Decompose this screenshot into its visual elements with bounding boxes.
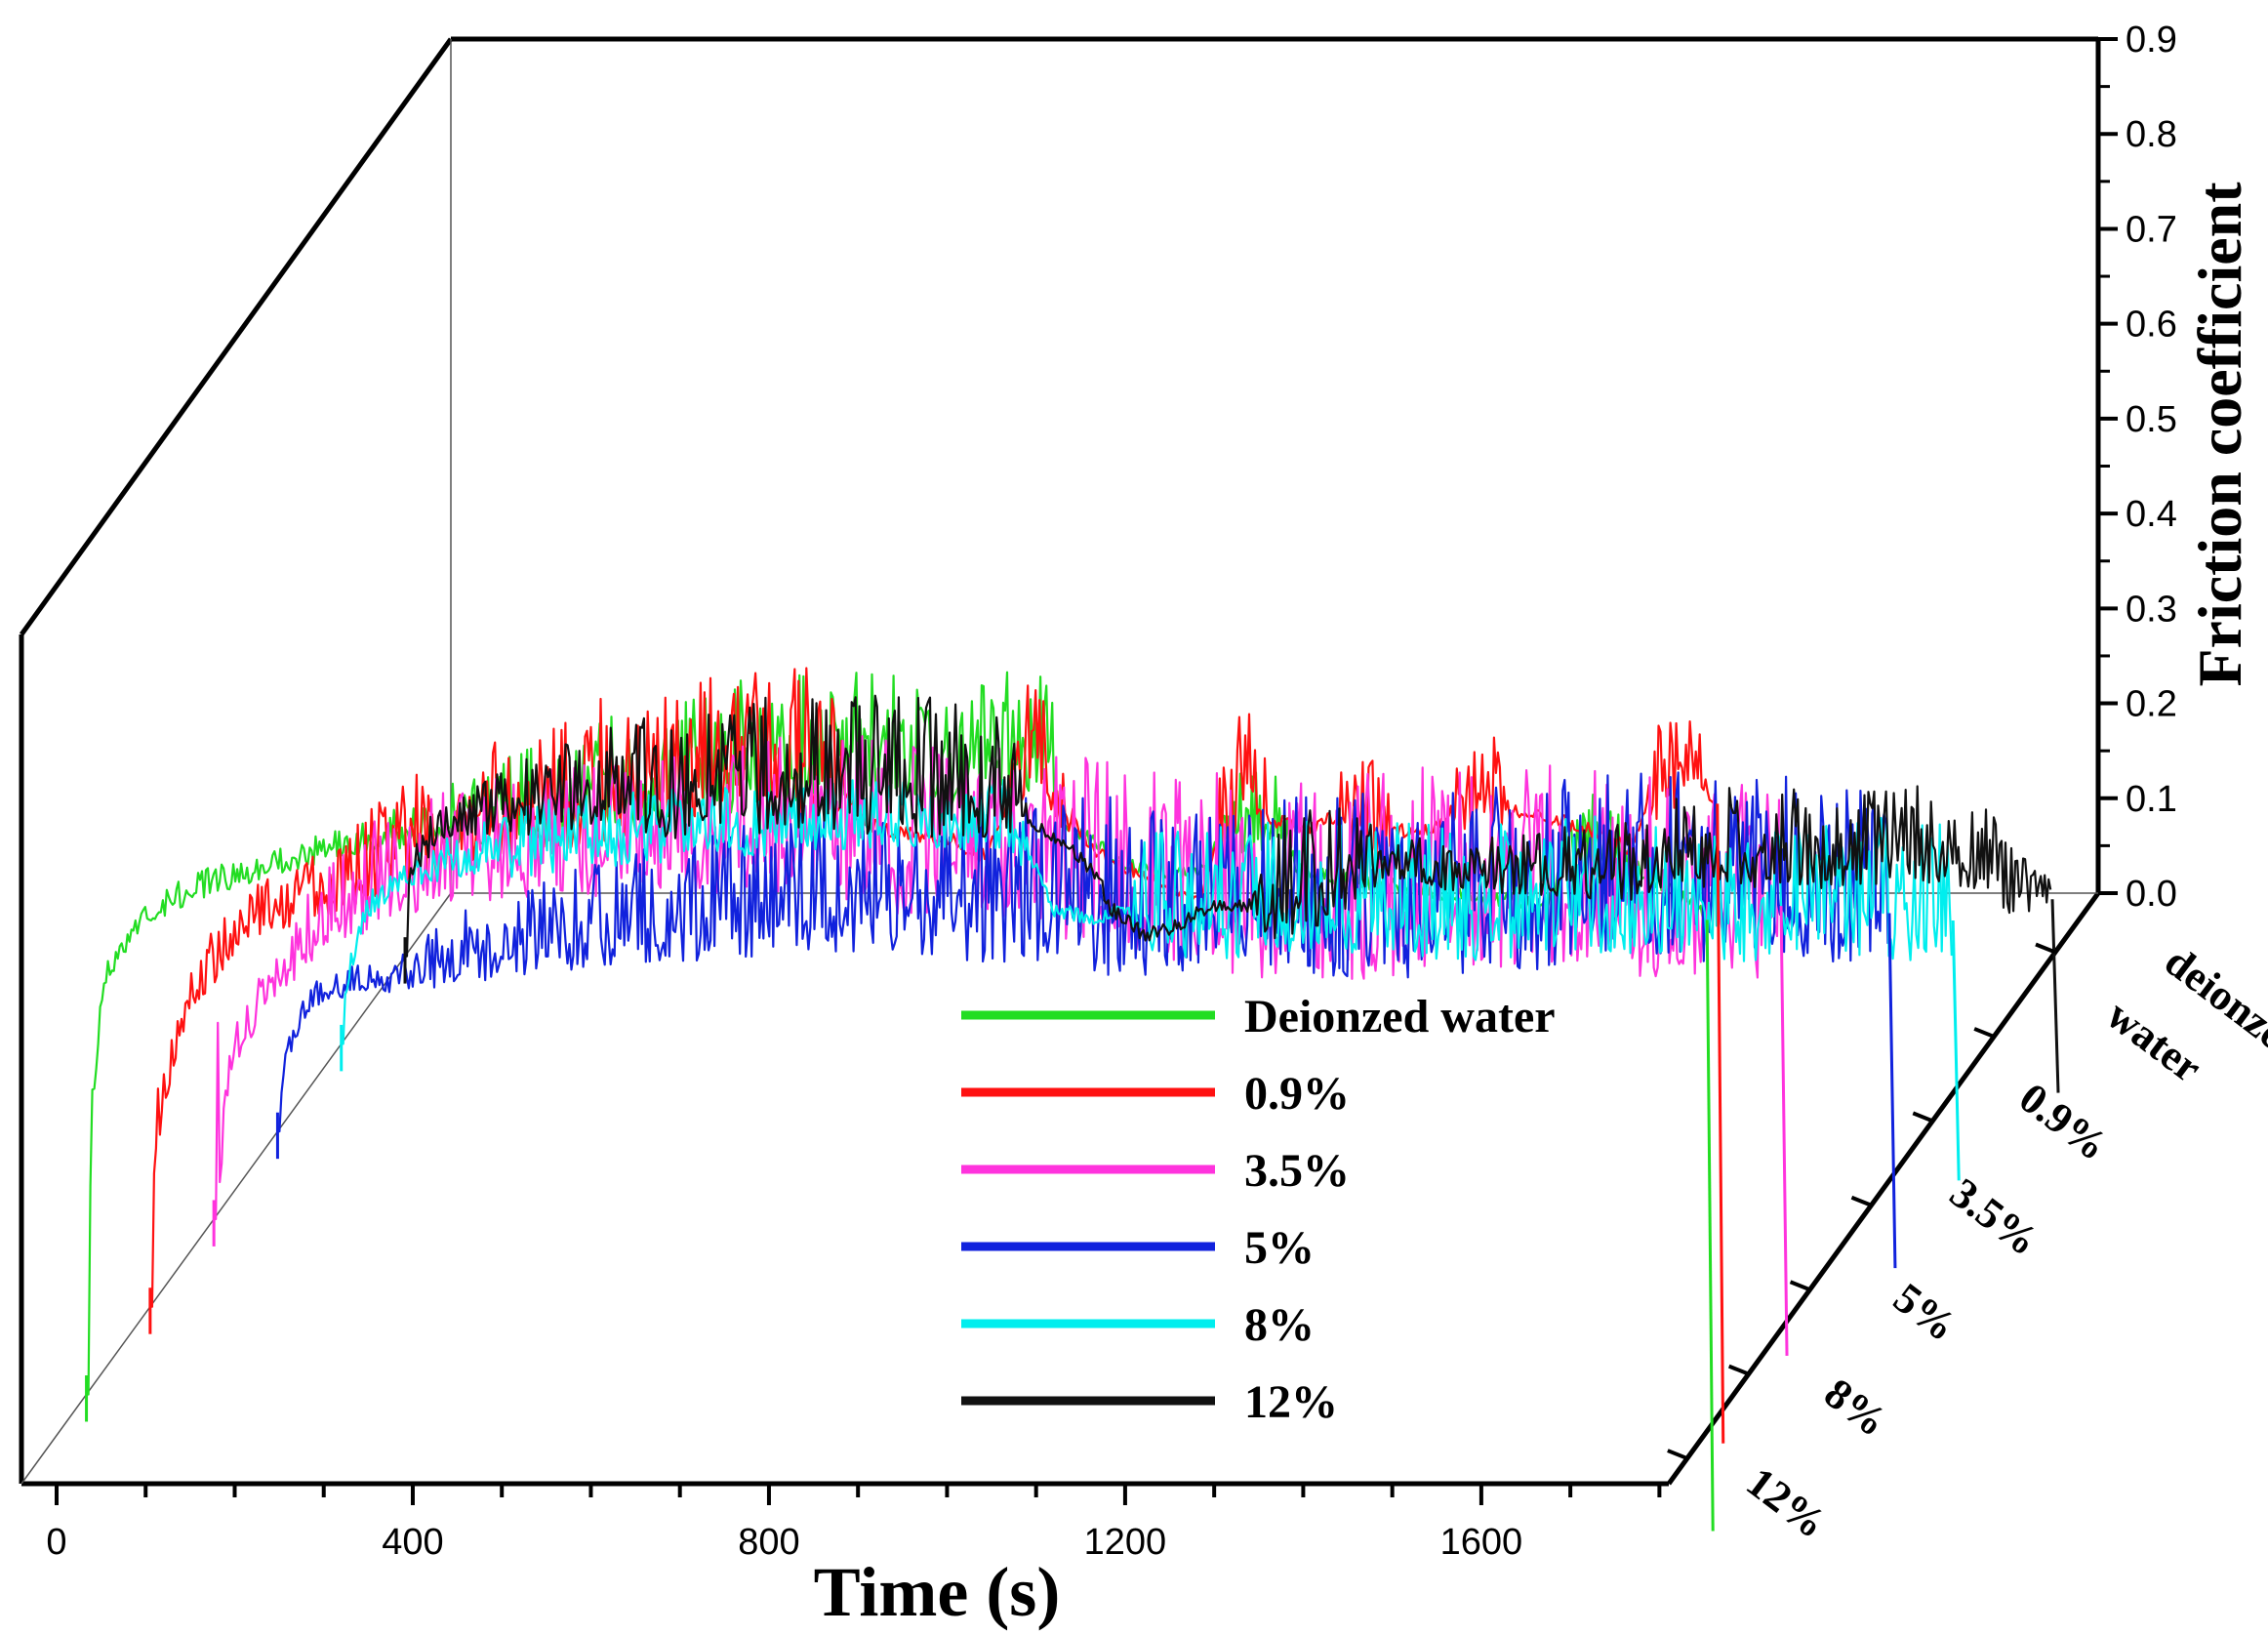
- legend-label: 5%: [1244, 1222, 1315, 1274]
- y-tick-label: 0.9: [2126, 20, 2177, 61]
- z-category-label: 5%: [1884, 1274, 1964, 1351]
- z-tick: [1789, 1280, 1811, 1292]
- z-category-label: 3.5%: [1941, 1168, 2047, 1265]
- z-tick: [1727, 1364, 1750, 1376]
- x-tick-label: 800: [738, 1522, 799, 1563]
- y-tick-label: 0.2: [2126, 684, 2177, 725]
- z-tick: [1973, 1027, 1995, 1039]
- series-end-drop: [1951, 920, 1961, 1181]
- z-tick: [1667, 1449, 1688, 1460]
- x-tick-label: 1200: [1084, 1522, 1167, 1563]
- drop-lines-layer: [85, 803, 2060, 1532]
- z-category-label: 8%: [1816, 1369, 1896, 1447]
- z-tick: [1912, 1111, 1934, 1124]
- z-tick: [1850, 1195, 1873, 1207]
- legend-label: 3.5%: [1244, 1145, 1350, 1197]
- legend-label: Deionzed water: [1244, 991, 1556, 1042]
- z-tick: [2035, 942, 2056, 955]
- legend-label: 12%: [1244, 1376, 1338, 1428]
- series-end-drop: [1887, 913, 1897, 1269]
- z-category-label: 12%: [1738, 1457, 1836, 1547]
- x-tick-label: 0: [46, 1522, 66, 1563]
- y-tick-label: 0.3: [2126, 589, 2177, 630]
- x-tick-label: 1600: [1440, 1522, 1523, 1563]
- series-layer: [86, 667, 2052, 1396]
- x-axis-title: Time (s): [814, 1553, 1061, 1631]
- y-tick-label: 0.5: [2126, 399, 2177, 440]
- y-tick-label: 0.1: [2126, 779, 2177, 820]
- top-left-edge: [19, 37, 454, 636]
- z-axis-line: [1666, 891, 2101, 1486]
- y-axis-title: Friction coefficient: [2185, 182, 2254, 687]
- y-tick-label: 0.0: [2126, 874, 2177, 915]
- z-category-label: 0.9%: [2010, 1074, 2117, 1170]
- legend-label: 8%: [1244, 1299, 1315, 1351]
- series-end-drop: [1716, 803, 1725, 1444]
- y-tick-label: 0.8: [2126, 114, 2177, 155]
- series-end-drop: [2050, 899, 2060, 1093]
- left-floor-line: [20, 892, 452, 1485]
- y-tick-label: 0.7: [2126, 209, 2177, 250]
- y-tick-label: 0.6: [2126, 305, 2177, 346]
- series-end-drop: [1705, 920, 1715, 1532]
- legend-label: 0.9%: [1244, 1068, 1350, 1120]
- x-tick-label: 400: [382, 1522, 443, 1563]
- series-line: [405, 694, 2052, 958]
- legend: Deionzed water 0.9% 3.5% 5% 8% 12%: [961, 991, 1556, 1428]
- series-line: [214, 735, 1781, 1221]
- y-tick-label: 0.4: [2126, 494, 2177, 535]
- series-line: [341, 778, 1953, 1045]
- ticks-layer: 0 400 800 1200 1600 0.0 0.1 0.2 0.3 0.4 0.5 0.6 0.7 0…: [46, 20, 2268, 1563]
- series-end-drop: [1779, 906, 1789, 1356]
- z-category-label-line2: water: [2098, 991, 2210, 1092]
